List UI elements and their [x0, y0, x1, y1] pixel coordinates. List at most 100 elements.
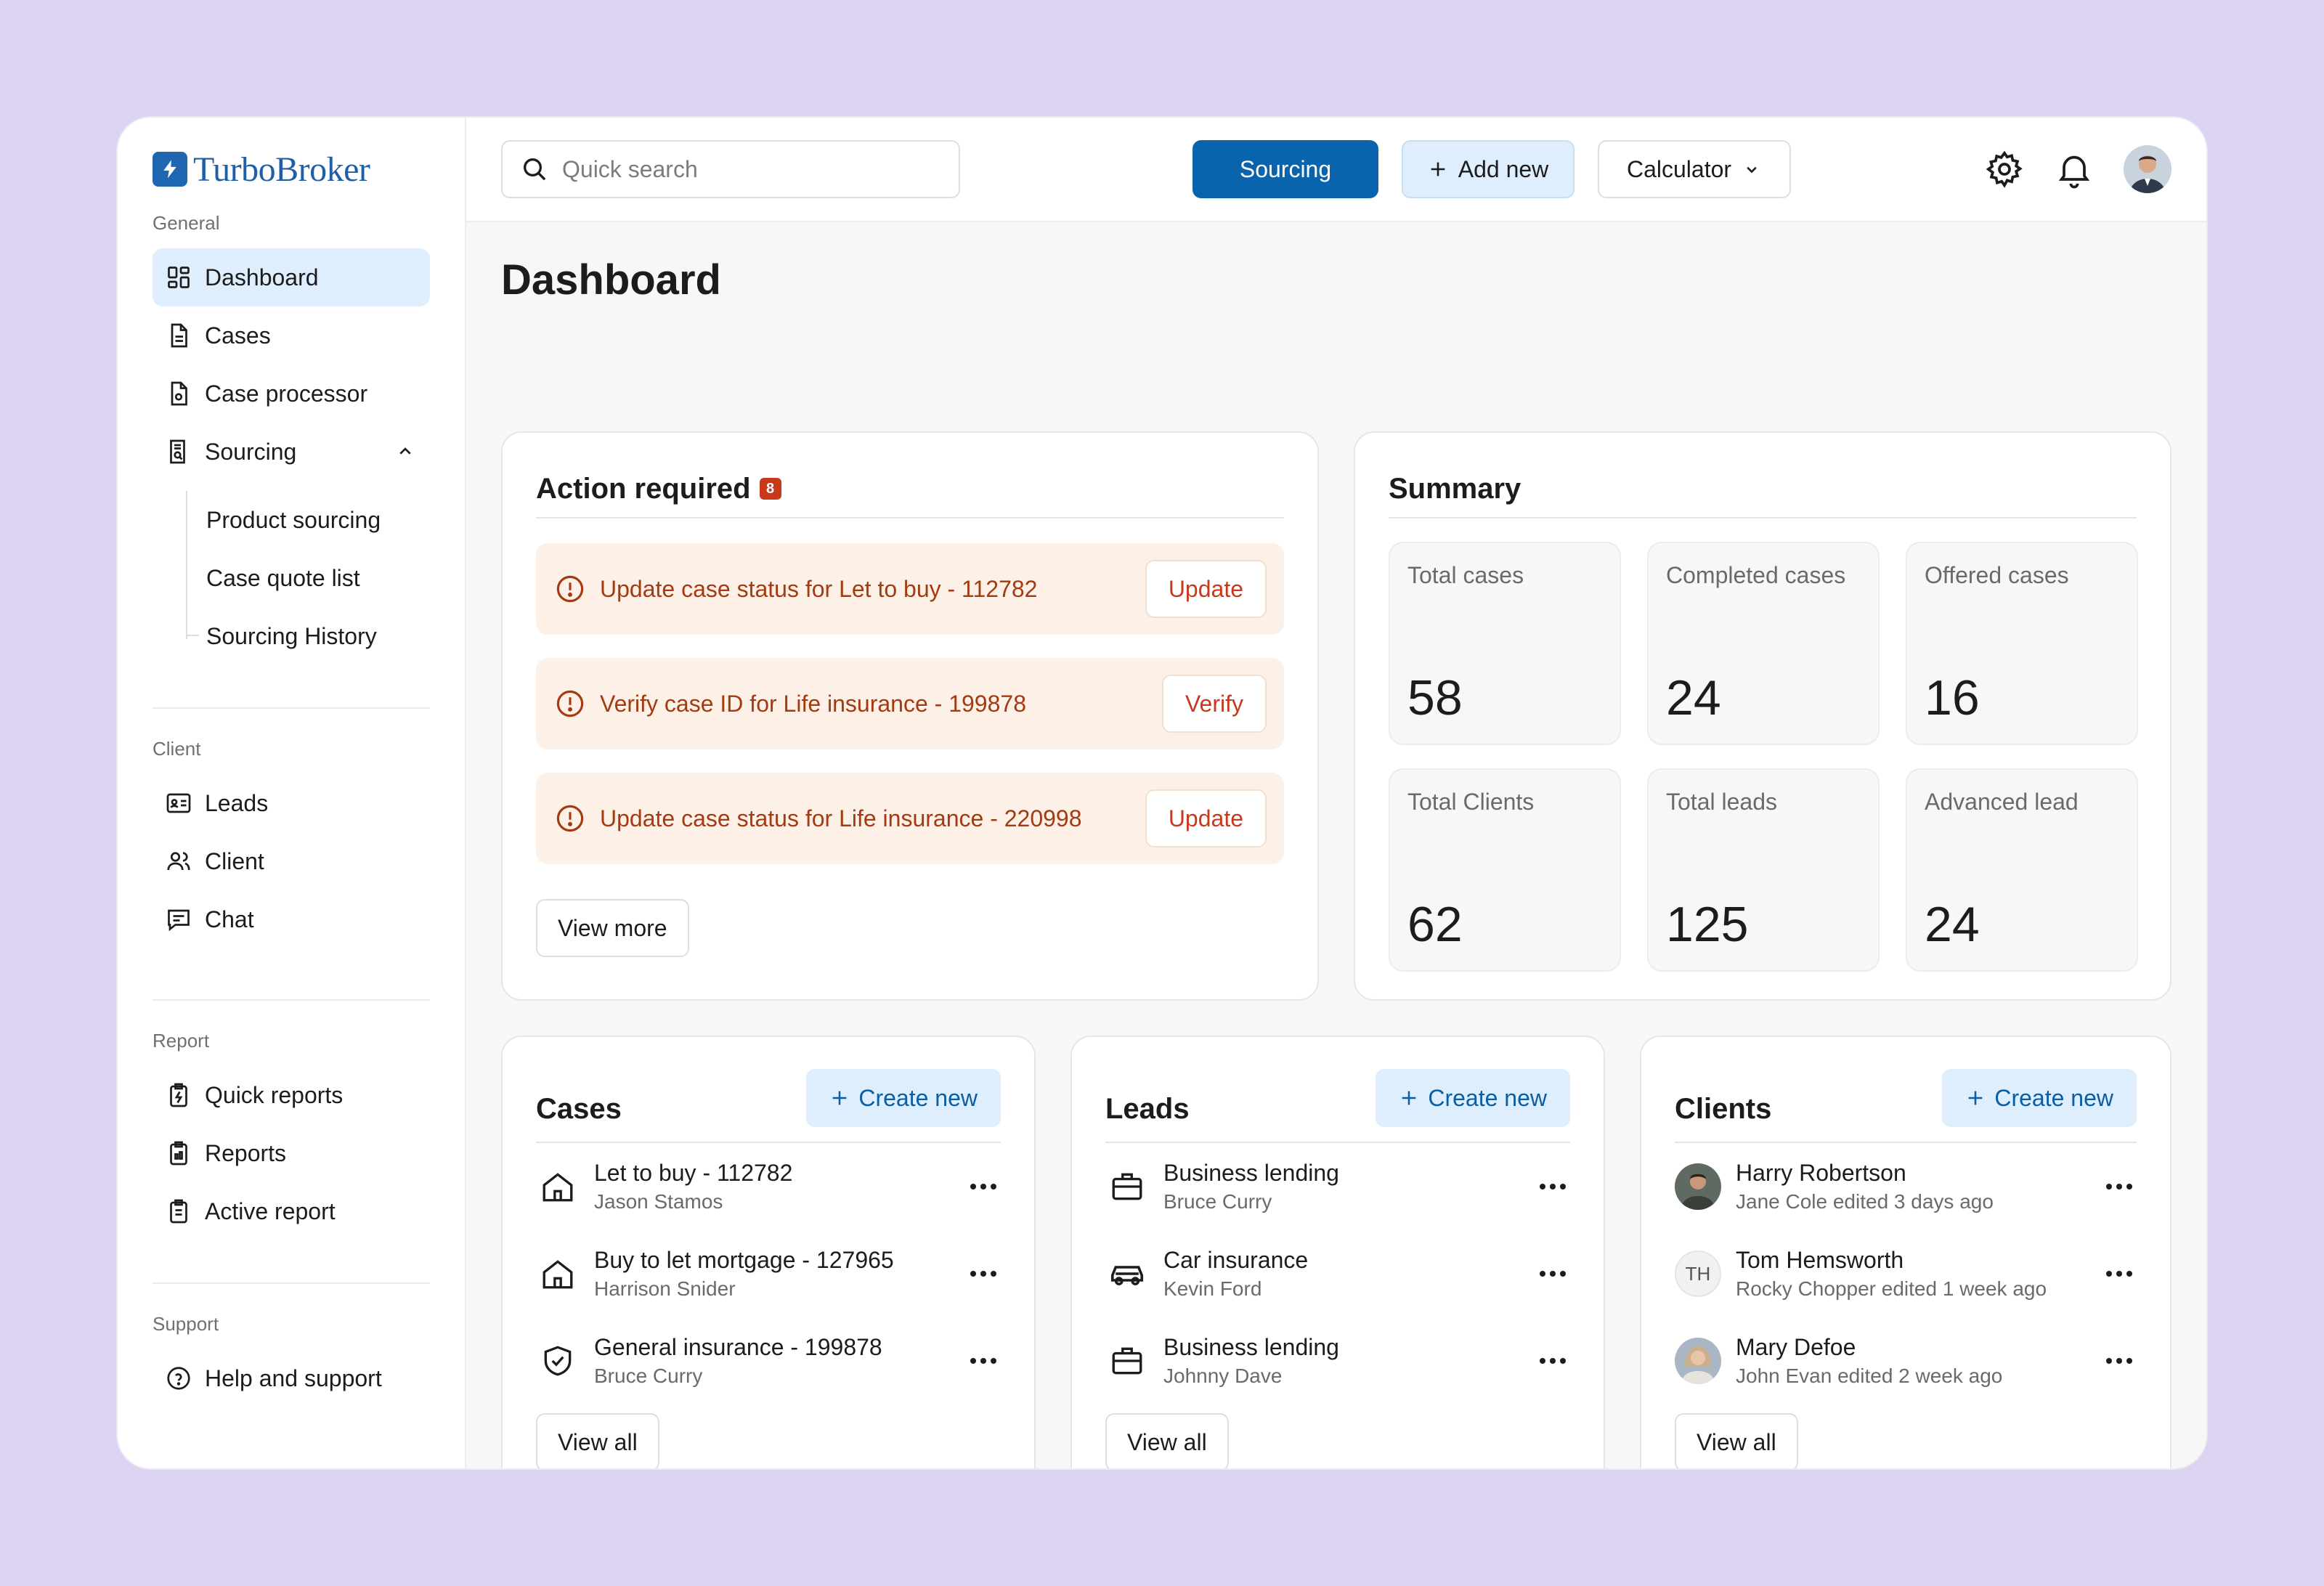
stat-label: Total cases: [1407, 562, 1524, 588]
lead-owner: Kevin Ford: [1163, 1277, 1262, 1300]
more-options-icon[interactable]: [966, 1256, 1001, 1291]
action-required-card: Action required 8 Update case status for…: [501, 431, 1319, 1001]
cases-card: Cases Create new Let to buy - 112782 Jas…: [501, 1036, 1036, 1468]
avatar: [1675, 1338, 1721, 1384]
more-options-icon[interactable]: [2102, 1256, 2137, 1291]
create-case-button[interactable]: Create new: [806, 1069, 1001, 1127]
list-item[interactable]: Let to buy - 112782 Jason Stamos: [536, 1143, 1001, 1230]
more-options-icon[interactable]: [1535, 1169, 1570, 1204]
update-button[interactable]: Update: [1145, 560, 1267, 618]
search-box[interactable]: [501, 140, 960, 198]
stat-total-cases[interactable]: Total cases 58: [1389, 542, 1621, 745]
report-lightning-icon: [170, 1083, 187, 1107]
case-title: Buy to let mortgage - 127965: [594, 1247, 894, 1273]
action-item: Update case status for Life insurance - …: [536, 773, 1284, 864]
action-item: Verify case ID for Life insurance - 1998…: [536, 658, 1284, 749]
shield-check-icon: [536, 1339, 580, 1383]
top-icons: [1984, 145, 2171, 193]
stat-total-leads[interactable]: Total leads 125: [1647, 768, 1880, 972]
user-avatar[interactable]: [2124, 145, 2171, 193]
create-client-button[interactable]: Create new: [1942, 1069, 2137, 1127]
sidebar-item-label: Help and support: [205, 1365, 382, 1391]
user-photo-icon: [2124, 145, 2171, 193]
sidebar-item-client[interactable]: Client: [153, 832, 430, 890]
case-title: General insurance - 199878: [594, 1334, 882, 1360]
clients-title: Clients: [1675, 1092, 1772, 1125]
action-item-text: Verify case ID for Life insurance - 1998…: [600, 690, 1026, 717]
verify-button[interactable]: Verify: [1161, 675, 1267, 733]
summary-title: Summary: [1389, 472, 1521, 505]
more-options-icon[interactable]: [966, 1169, 1001, 1204]
list-item[interactable]: Car insurance Kevin Ford: [1105, 1230, 1570, 1317]
person-photo-icon: [1675, 1338, 1721, 1384]
more-options-icon[interactable]: [1535, 1343, 1570, 1378]
stat-offered-cases[interactable]: Offered cases 16: [1906, 542, 2138, 745]
gear-icon[interactable]: [1984, 149, 2025, 190]
summary-card: Summary Total cases 58 Completed cases 2…: [1354, 431, 2171, 1001]
stat-total-clients[interactable]: Total Clients 62: [1389, 768, 1621, 972]
list-item[interactable]: Buy to let mortgage - 127965 Harrison Sn…: [536, 1230, 1001, 1317]
avatar: [1675, 1163, 1721, 1210]
sidebar-item-leads[interactable]: Leads: [153, 774, 430, 832]
sidebar-item-help[interactable]: Help and support: [153, 1349, 430, 1407]
lead-title: Business lending: [1163, 1160, 1339, 1186]
list-item[interactable]: Business lending Johnny Dave: [1105, 1317, 1570, 1404]
more-options-icon[interactable]: [1535, 1256, 1570, 1291]
sidebar-item-case-quote-list[interactable]: Case quote list: [206, 564, 360, 591]
client-activity: Jane Cole edited 3 days ago: [1736, 1190, 1994, 1213]
view-all-cases-button[interactable]: View all: [536, 1413, 659, 1468]
cases-title: Cases: [536, 1092, 622, 1125]
chevron-up-icon[interactable]: [394, 440, 417, 463]
sidebar-item-label: Quick reports: [205, 1081, 344, 1108]
update-button[interactable]: Update: [1145, 789, 1267, 847]
stat-advanced-lead[interactable]: Advanced lead 24: [1906, 768, 2138, 972]
bell-icon[interactable]: [2054, 149, 2095, 190]
sidebar: TurboBroker General Dashboard Cases Case…: [118, 118, 466, 1468]
home-icon: [536, 1165, 580, 1208]
list-item-text: Business lending Bruce Curry: [1163, 1158, 1521, 1216]
more-options-icon[interactable]: [966, 1343, 1001, 1378]
more-options-icon[interactable]: [2102, 1169, 2137, 1204]
sidebar-item-chat[interactable]: Chat: [153, 890, 430, 948]
list-item[interactable]: Mary Defoe John Evan edited 2 week ago: [1675, 1317, 2137, 1404]
client-name: Harry Robertson: [1736, 1160, 1906, 1186]
view-more-button[interactable]: View more: [536, 899, 689, 957]
action-count-badge: 8: [759, 478, 781, 500]
list-item[interactable]: Harry Robertson Jane Cole edited 3 days …: [1675, 1143, 2137, 1230]
sidebar-item-sourcing[interactable]: Sourcing: [153, 423, 430, 481]
add-new-button[interactable]: Add new: [1402, 140, 1575, 198]
list-item[interactable]: General insurance - 199878 Bruce Curry: [536, 1317, 1001, 1404]
search-input[interactable]: [562, 155, 941, 183]
calculator-label: Calculator: [1626, 155, 1732, 182]
create-lead-button[interactable]: Create new: [1376, 1069, 1570, 1127]
sidebar-item-sourcing-history[interactable]: Sourcing History: [186, 607, 430, 665]
sidebar-item-reports[interactable]: Reports: [153, 1124, 430, 1182]
client-activity: John Evan edited 2 week ago: [1736, 1365, 2003, 1387]
list-item[interactable]: TH Tom Hemsworth Rocky Chopper edited 1 …: [1675, 1230, 2137, 1317]
sidebar-item-active-report[interactable]: Active report: [153, 1182, 430, 1240]
summary-stats: Total cases 58 Completed cases 24 Offere…: [1389, 542, 2138, 972]
plus-icon: [1431, 162, 1445, 176]
brand-name: TurboBroker: [193, 150, 370, 189]
case-owner: Jason Stamos: [594, 1190, 723, 1213]
stat-completed-cases[interactable]: Completed cases 24: [1647, 542, 1880, 745]
brand[interactable]: TurboBroker: [153, 148, 430, 190]
view-all-leads-button[interactable]: View all: [1105, 1413, 1229, 1468]
sidebar-item-cases[interactable]: Cases: [153, 306, 430, 365]
divider: [153, 999, 430, 1001]
list-item[interactable]: Business lending Bruce Curry: [1105, 1143, 1570, 1230]
sidebar-item-case-processor[interactable]: Case processor: [153, 365, 430, 423]
top-actions: Sourcing Add new Calculator: [1193, 140, 1791, 198]
clients-card: Clients Create new Harry Robertson Jane …: [1640, 1036, 2171, 1468]
view-all-clients-button[interactable]: View all: [1675, 1413, 1798, 1468]
sourcing-button[interactable]: Sourcing: [1193, 140, 1378, 198]
section-label-general: General: [153, 212, 220, 234]
sidebar-item-dashboard[interactable]: Dashboard: [153, 248, 430, 306]
sidebar-item-product-sourcing[interactable]: Product sourcing: [206, 506, 381, 533]
more-options-icon[interactable]: [2102, 1343, 2137, 1378]
list-item-text: Harry Robertson Jane Cole edited 3 days …: [1736, 1158, 2087, 1216]
car-icon: [1105, 1252, 1149, 1296]
calculator-dropdown[interactable]: Calculator: [1598, 140, 1791, 198]
summary-header: Summary: [1389, 460, 2137, 518]
sidebar-item-quick-reports[interactable]: Quick reports: [153, 1066, 430, 1124]
